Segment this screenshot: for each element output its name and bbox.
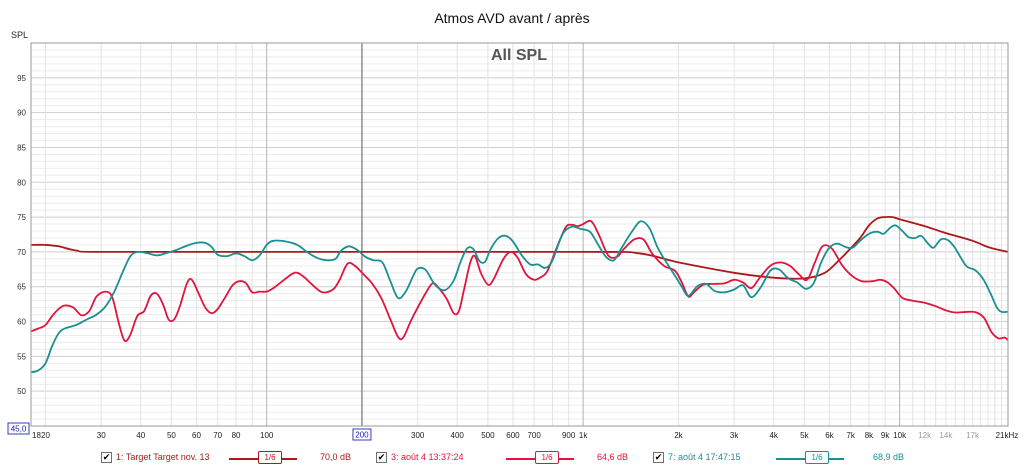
x-tick-label: 6k xyxy=(825,431,834,440)
series-3-smoothing-button[interactable]: 1/6 xyxy=(805,451,829,464)
x-tick-label: 80 xyxy=(232,431,241,440)
x-tick-label: 18 xyxy=(32,431,41,440)
x-tick-label: 40 xyxy=(136,431,145,440)
x-tick-label: 7k xyxy=(846,431,855,440)
x-tick-label: 200 xyxy=(355,431,369,440)
x-tick-label: 600 xyxy=(506,431,520,440)
x-tick-label: 50 xyxy=(167,431,176,440)
y-tick-label: 55 xyxy=(17,352,26,361)
series-2-smoothing-button[interactable]: 1/6 xyxy=(535,451,559,464)
x-tick-label: 14k xyxy=(939,431,953,440)
legend: ✔ 1: Target Target nov. 13 1/6 70,0 dB ✔… xyxy=(0,449,1024,468)
x-tick-label: 2k xyxy=(674,431,683,440)
series-2-value: 64,6 dB xyxy=(597,452,629,462)
series-3-value: 68,9 dB xyxy=(873,452,905,462)
y-tick-label: 75 xyxy=(17,213,26,222)
y-tick-label: 60 xyxy=(17,318,26,327)
chart-title: Atmos AVD avant / après xyxy=(434,10,589,26)
series-1-smoothing-button[interactable]: 1/6 xyxy=(258,451,282,464)
series-1-value: 70,0 dB xyxy=(320,452,352,462)
x-tick-label: 9k xyxy=(881,431,890,440)
x-tick-label: 70 xyxy=(213,431,222,440)
x-tick-label: 300 xyxy=(411,431,425,440)
series-1-label: 1: Target Target nov. 13 xyxy=(116,452,210,462)
x-tick-label: 100 xyxy=(260,431,274,440)
y-min-box[interactable]: 45,0 xyxy=(7,422,30,435)
x-tick-label: 700 xyxy=(527,431,541,440)
x-tick-label: 12k xyxy=(918,431,932,440)
series-3-checkbox[interactable]: ✔ xyxy=(653,452,664,463)
series-line-3 xyxy=(30,220,1009,374)
series-2-label: 3: août 4 13:37:24 xyxy=(391,452,464,462)
x-tick-label: 21kHz xyxy=(996,431,1019,440)
y-tick-label: 50 xyxy=(17,387,26,396)
x-tick-label: 5k xyxy=(800,431,809,440)
x-tick-label: 30 xyxy=(97,431,106,440)
x-tick-label: 3k xyxy=(730,431,739,440)
x-tick-label: 500 xyxy=(481,431,495,440)
y-tick-label: 95 xyxy=(17,74,26,83)
series-1-checkbox[interactable]: ✔ xyxy=(101,452,112,463)
x-tick-label: 900 xyxy=(562,431,576,440)
x-tick-label: 1k xyxy=(579,431,588,440)
y-tick-label: 85 xyxy=(17,143,26,152)
chart-subtitle: All SPL xyxy=(491,47,547,64)
frequency-response-chart: Atmos AVD avant / après SPL All SPL 50 55… xyxy=(7,10,1019,441)
y-tick-label: 70 xyxy=(17,248,26,257)
x-tick-label: 8k xyxy=(865,431,874,440)
x-tick-label: 20 xyxy=(41,431,50,440)
y-min-label: 45,0 xyxy=(11,425,27,434)
x-tick-label: 10k xyxy=(893,431,907,440)
series-line-2 xyxy=(30,219,1009,342)
y-axis-label: SPL xyxy=(11,30,28,40)
x-tick-label: 400 xyxy=(451,431,465,440)
series-line-1 xyxy=(30,215,1009,280)
y-tick-label: 80 xyxy=(17,178,26,187)
plot-area-border xyxy=(30,42,1009,427)
series-2-checkbox[interactable]: ✔ xyxy=(376,452,387,463)
y-tick-label: 65 xyxy=(17,283,26,292)
y-tick-label: 90 xyxy=(17,109,26,118)
x-tick-label: 17k xyxy=(966,431,980,440)
series-3-label: 7: août 4 17:47:15 xyxy=(668,452,741,462)
x-marker-box[interactable]: 200 xyxy=(352,428,372,441)
x-tick-label: 60 xyxy=(192,431,201,440)
x-tick-label: 4k xyxy=(769,431,778,440)
